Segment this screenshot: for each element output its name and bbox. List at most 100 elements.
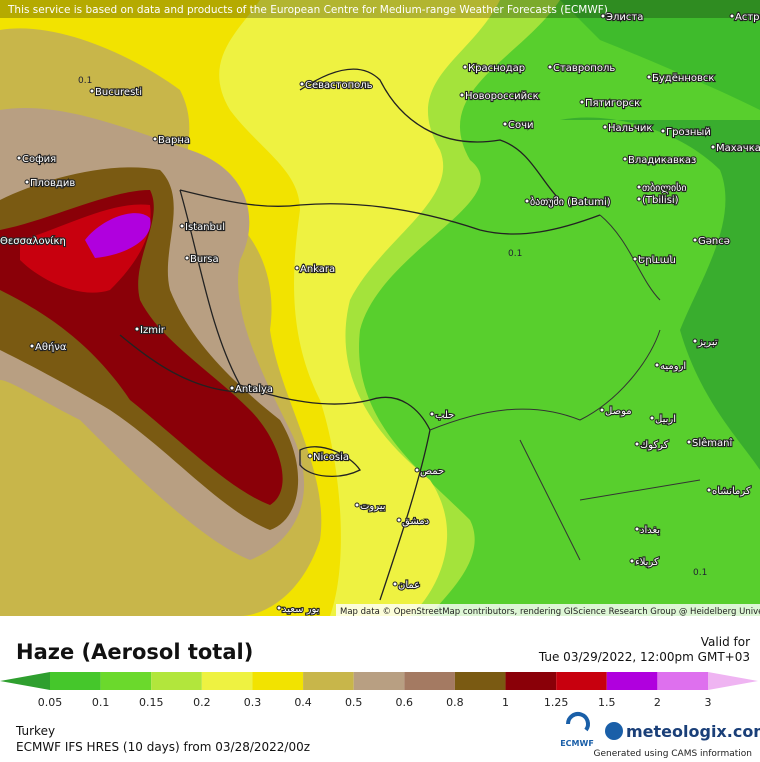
city-dot <box>229 385 235 391</box>
bar-arrow <box>708 672 758 690</box>
tick-label: 0.8 <box>446 696 464 709</box>
city-dot <box>29 343 35 349</box>
city-dot <box>634 526 640 532</box>
bar-segment <box>303 672 354 690</box>
legend-title: Haze (Aerosol total) <box>16 640 253 664</box>
city-dot <box>646 74 652 80</box>
map <box>0 0 760 617</box>
city-label: Будённовск <box>652 73 714 84</box>
city-dot <box>636 184 642 190</box>
city-label: دمشق <box>402 516 429 527</box>
city-dot <box>692 237 698 243</box>
city-dot <box>429 411 435 417</box>
contour-label: 0.1 <box>693 568 707 578</box>
city-label: Пятигорск <box>585 98 640 109</box>
city-dot <box>502 121 508 127</box>
city-dot <box>462 64 468 70</box>
city-dot <box>622 156 628 162</box>
tick-label: 0.05 <box>38 696 63 709</box>
tick-label: 1.25 <box>544 696 569 709</box>
city-label: ارومیه <box>660 361 686 372</box>
city-label: Nicosia <box>313 452 349 463</box>
city-dot <box>599 407 605 413</box>
city-dot <box>276 605 282 611</box>
bar-segment <box>657 672 708 690</box>
city-dot <box>634 441 640 447</box>
city-dot <box>16 155 22 161</box>
city-dot <box>579 99 585 105</box>
city-dot <box>729 13 735 19</box>
tick-label: 0.6 <box>396 696 414 709</box>
city-label: كربلاء <box>635 557 659 568</box>
city-label: Izmir <box>140 325 166 336</box>
city-dot <box>660 128 666 134</box>
brand[interactable]: meteologix.com <box>626 722 760 741</box>
city-dot <box>152 136 158 142</box>
city-label: موصل <box>605 406 632 417</box>
tick-label: 2 <box>654 696 661 709</box>
city-dot <box>414 467 420 473</box>
city-label: Махачкала <box>716 143 760 154</box>
city-label: Севастополь <box>305 80 373 91</box>
city-label: حلب <box>435 410 454 421</box>
tick-label: 0.1 <box>92 696 110 709</box>
city-dot <box>134 326 140 332</box>
city-dot <box>636 196 642 202</box>
city-label: اربيل <box>655 414 676 425</box>
city-label: Грозный <box>666 127 711 138</box>
city-dot <box>600 13 606 19</box>
city-label: كرمانشاه <box>712 486 751 497</box>
city-label: თბილისი <box>642 182 687 194</box>
city-label: Θεσσαλονίκη <box>0 235 66 247</box>
bar-segment <box>454 672 506 690</box>
bar-segment <box>151 672 202 690</box>
city-dot <box>654 362 660 368</box>
city-label: Астра <box>735 12 760 23</box>
attribution[interactable]: Map data © OpenStreetMap contributors, r… <box>340 607 760 617</box>
city-label: Istanbul <box>185 222 225 233</box>
city-dot <box>459 92 465 98</box>
city-labels: Bucuresti София Пловдив Варна Θεσσαλονίκη Ist… <box>0 11 760 616</box>
city-dot <box>179 223 185 229</box>
tick-label: 0.3 <box>244 696 262 709</box>
brand-logo <box>605 722 623 740</box>
city-dot <box>89 88 95 94</box>
color-bar: 0.05 0.1 0.15 0.2 0.3 0.4 0.5 0.6 0.8 1 1.25 1.5 2 3 <box>0 672 758 709</box>
city-label: Сочи <box>508 120 534 131</box>
tick-label: 1 <box>502 696 509 709</box>
bar-segment <box>404 672 455 690</box>
tick-label: 0.15 <box>139 696 164 709</box>
notice-bar <box>0 0 760 18</box>
coastline <box>119 68 601 601</box>
city-label: حمص <box>420 466 444 477</box>
city-label: بيروت <box>360 501 386 512</box>
attribution-bg <box>336 604 760 616</box>
model-run: ECMWF IFS HRES (10 days) from 03/28/2022… <box>16 740 310 754</box>
contour-label: 0.1 <box>78 76 92 86</box>
zone-green <box>560 0 760 110</box>
city-label: بغداد <box>640 525 660 536</box>
city-label: Варна <box>158 135 190 146</box>
city-dot <box>24 179 30 185</box>
bar-segment <box>556 672 607 690</box>
cams-note: Generated using CAMS information <box>593 749 752 758</box>
city-dot <box>392 581 398 587</box>
city-label: София <box>22 154 56 165</box>
city-label: Элиста <box>606 12 643 23</box>
city-dot <box>710 144 716 150</box>
city-label: Нальчик <box>608 123 652 134</box>
city-label: Antalya <box>235 384 273 395</box>
city-dot <box>547 64 553 70</box>
notice: This service is based on data and produc… <box>7 4 608 16</box>
city-label: Bucuresti <box>95 87 142 98</box>
ecmwf-logo <box>566 712 590 732</box>
city-label: Краснодар <box>468 63 525 74</box>
city-dot <box>602 124 608 130</box>
contour-label: 0.1 <box>508 249 522 259</box>
bar-arrow <box>0 672 50 690</box>
bar-segment <box>201 672 253 690</box>
city-dot <box>184 255 190 261</box>
city-label: Владикавказ <box>628 155 696 166</box>
